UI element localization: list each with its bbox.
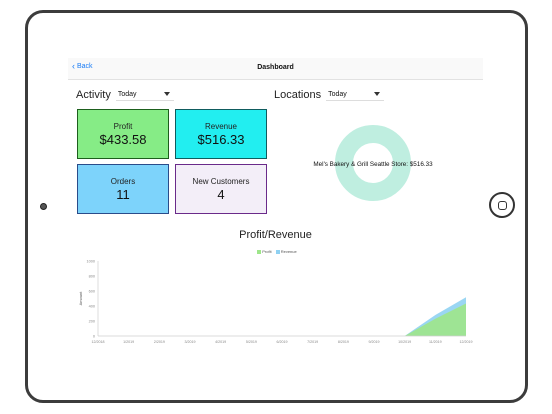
activity-filter-select[interactable]: Today bbox=[115, 88, 174, 101]
orders-card-label: Orders bbox=[110, 176, 136, 186]
x-tick-label: 4/2019 bbox=[215, 340, 226, 344]
activity-label: Activity bbox=[76, 88, 111, 101]
chart-areas bbox=[98, 297, 466, 336]
chevron-down-icon bbox=[374, 92, 381, 96]
x-tick-label: 5/2019 bbox=[246, 340, 257, 344]
donut-slice-seattle-store[interactable] bbox=[335, 125, 411, 201]
activity-filter-value: Today bbox=[117, 90, 137, 98]
legend-label-revenue: Revenue bbox=[280, 249, 297, 254]
legend-swatch-revenue bbox=[275, 249, 280, 254]
legend-label-profit: Profit bbox=[262, 249, 272, 254]
x-tick-label: 12/2018 bbox=[92, 340, 105, 344]
home-square-icon bbox=[498, 201, 507, 210]
locations-donut-chart: Mel's Bakery & Grill Seattle Store: $516… bbox=[313, 125, 433, 201]
orders-card[interactable]: Orders 11 bbox=[77, 164, 169, 214]
x-tick-label: 3/2019 bbox=[185, 340, 196, 344]
revenue-card[interactable]: Revenue $516.33 bbox=[175, 109, 267, 159]
revenue-card-value: $516.33 bbox=[197, 131, 245, 147]
dashboard-screen: ‹ Back Dashboard Activity Today Location… bbox=[68, 58, 483, 358]
page-title: Dashboard bbox=[257, 64, 294, 71]
y-tick-label: 400 bbox=[89, 304, 95, 308]
profit-card[interactable]: Profit $433.58 bbox=[77, 109, 169, 159]
locations-filter-value: Today bbox=[328, 90, 347, 98]
new-customers-card-label: New Customers bbox=[192, 176, 250, 186]
y-tick-label: 600 bbox=[89, 289, 95, 293]
new-customers-card[interactable]: New Customers 4 bbox=[175, 164, 267, 214]
y-tick-label: 1000 bbox=[87, 259, 95, 263]
locations-filter-select[interactable]: Today bbox=[326, 88, 385, 101]
chart-legend: Profit Revenue bbox=[68, 249, 483, 254]
back-button[interactable]: ‹ Back bbox=[72, 61, 93, 71]
y-axis-label: Amount bbox=[78, 291, 83, 306]
new-customers-card-value: 4 bbox=[217, 186, 225, 202]
y-tick-label: 0 bbox=[93, 334, 95, 338]
profit-revenue-chart: 0 200 400 600 800 1000 12/2018 1/2019 2/2019 3/2… bbox=[78, 259, 473, 344]
activity-header: Activity Today bbox=[76, 88, 174, 101]
navigation-bar: ‹ Back Dashboard bbox=[68, 58, 483, 80]
y-tick-label: 200 bbox=[89, 319, 95, 323]
chevron-down-icon bbox=[163, 92, 170, 96]
x-tick-label: 9/2019 bbox=[369, 340, 380, 344]
x-axis-ticks: 12/2018 1/2019 2/2019 3/2019 4/2019 5/2019 6/2… bbox=[92, 340, 473, 344]
x-tick-label: 2/2019 bbox=[154, 340, 165, 344]
x-tick-label: 11/2019 bbox=[429, 340, 442, 344]
area-series-revenue bbox=[98, 297, 466, 336]
locations-header: Locations Today bbox=[274, 88, 385, 101]
orders-card-value: 11 bbox=[116, 186, 130, 202]
x-tick-label: 10/2019 bbox=[398, 340, 411, 344]
camera-icon bbox=[40, 203, 47, 210]
chevron-left-icon: ‹ bbox=[72, 61, 75, 71]
revenue-card-label: Revenue bbox=[204, 121, 238, 131]
donut-slice-label: Mel's Bakery & Grill Seattle Store: $516… bbox=[313, 161, 433, 168]
area-series-profit bbox=[98, 303, 466, 336]
x-tick-label: 6/2019 bbox=[277, 340, 288, 344]
x-tick-label: 8/2019 bbox=[338, 340, 349, 344]
x-tick-label: 12/2019 bbox=[460, 340, 473, 344]
home-button[interactable] bbox=[489, 192, 515, 218]
profit-card-label: Profit bbox=[113, 121, 133, 131]
x-tick-label: 7/2019 bbox=[307, 340, 318, 344]
x-tick-label: 1/2019 bbox=[123, 340, 134, 344]
y-axis-ticks: 0 200 400 600 800 1000 bbox=[87, 259, 95, 338]
back-label: Back bbox=[77, 63, 93, 70]
profit-card-value: $433.58 bbox=[99, 131, 147, 147]
y-tick-label: 800 bbox=[89, 274, 95, 278]
chart-title: Profit/Revenue bbox=[239, 229, 312, 241]
locations-label: Locations bbox=[274, 88, 322, 101]
legend-swatch-profit bbox=[257, 249, 262, 254]
